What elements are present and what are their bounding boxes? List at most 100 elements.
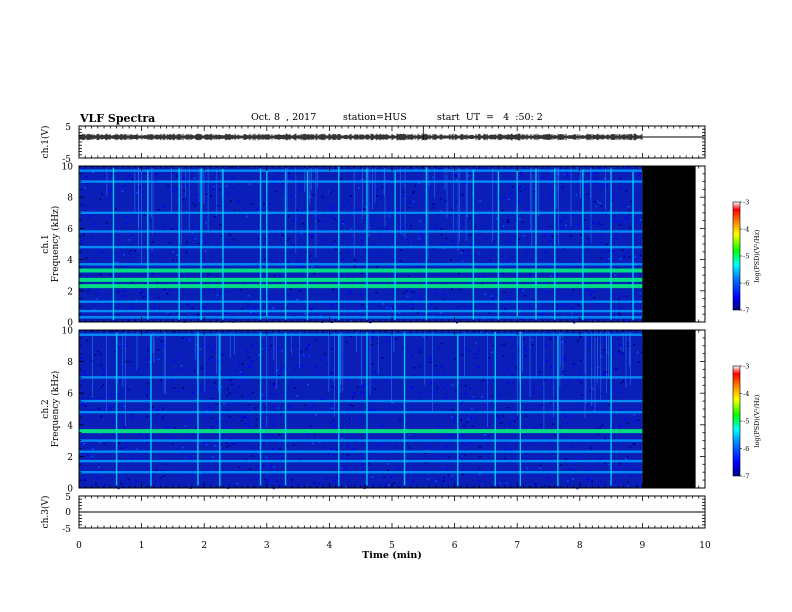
spectro-noise bbox=[126, 319, 129, 322]
spectro-noise bbox=[564, 171, 567, 174]
spectro-noise bbox=[86, 339, 89, 342]
spectro-noise bbox=[470, 441, 473, 444]
spectro-noise bbox=[424, 309, 427, 311]
spectro-noise bbox=[591, 406, 594, 409]
spectro-noise bbox=[453, 299, 456, 302]
spectro-noise bbox=[563, 370, 566, 373]
spectro-noise bbox=[249, 311, 252, 314]
spectro-noise bbox=[638, 174, 641, 177]
spectro-noise bbox=[589, 339, 592, 341]
spectro-noise bbox=[549, 195, 552, 197]
spectro-noise bbox=[503, 291, 506, 294]
spectro-noise bbox=[230, 166, 233, 169]
spectro-noise bbox=[481, 282, 484, 285]
spectro-noise bbox=[412, 191, 415, 193]
spectro-noise bbox=[466, 444, 469, 446]
spectro-noise bbox=[559, 228, 562, 230]
spectro-noise bbox=[532, 474, 535, 477]
spectro-noise bbox=[378, 383, 381, 385]
colorbar-tick-label: -3 bbox=[743, 363, 749, 371]
spectro-noise bbox=[117, 291, 120, 293]
spectro-noise bbox=[219, 188, 222, 191]
spectro-noise bbox=[99, 432, 102, 434]
spectro-noise bbox=[390, 179, 393, 181]
spectro-noise bbox=[468, 350, 471, 353]
spectro-noise bbox=[211, 456, 214, 458]
spectro-noise bbox=[385, 380, 388, 382]
spectro-noise bbox=[359, 272, 362, 274]
spectro-noise bbox=[628, 209, 631, 212]
start-time-label: start UT = 4 :50: 2 bbox=[437, 112, 543, 123]
spectro-noise bbox=[402, 191, 405, 193]
spectro-noise bbox=[438, 425, 441, 428]
spectro-noise bbox=[520, 318, 523, 321]
spectro-ytick-label: 6 bbox=[67, 390, 73, 400]
spectro-noise bbox=[129, 250, 132, 252]
spectro-noise bbox=[172, 190, 175, 192]
spectro-noise bbox=[215, 403, 218, 405]
spectro-noise bbox=[602, 374, 605, 376]
spectro-noise bbox=[622, 257, 625, 259]
spectro-noise bbox=[120, 482, 123, 485]
spectro-noise bbox=[574, 364, 577, 366]
spectro-noise bbox=[127, 478, 130, 481]
spectro-noise bbox=[408, 447, 411, 449]
spectro-noise bbox=[615, 220, 618, 223]
spectro-noise bbox=[266, 480, 269, 482]
spectro-noise bbox=[339, 419, 342, 422]
spectro-noise bbox=[279, 412, 282, 415]
spectro-noise bbox=[246, 349, 249, 351]
spectro-noise bbox=[177, 354, 180, 356]
spectro-noise bbox=[296, 209, 299, 211]
spectro-noise bbox=[333, 387, 336, 390]
spectro-band bbox=[79, 439, 643, 442]
spectro-noise bbox=[183, 176, 186, 179]
spectro-noise bbox=[548, 191, 551, 193]
spectro-noise bbox=[83, 479, 86, 482]
spectro-background bbox=[79, 166, 643, 322]
spectro-ytick-label: 0 bbox=[67, 485, 73, 495]
spectro-noise bbox=[612, 388, 615, 391]
spectro-noise bbox=[444, 200, 447, 202]
spectro-noise bbox=[111, 420, 114, 423]
spectro-noise bbox=[281, 350, 284, 352]
spectro-noise bbox=[543, 177, 546, 179]
spectro-noise bbox=[191, 202, 194, 205]
spectro-noise bbox=[184, 177, 187, 179]
spectro-noise bbox=[603, 349, 606, 351]
spectro-noise bbox=[622, 380, 625, 382]
spectro-noise bbox=[238, 466, 241, 468]
spectro-noise bbox=[460, 252, 463, 254]
spectro-noise bbox=[301, 210, 304, 212]
spectro-noise bbox=[455, 435, 458, 437]
spectro-noise bbox=[142, 290, 145, 292]
spectro-noise bbox=[467, 418, 470, 420]
spectro-noise bbox=[387, 208, 390, 211]
spectro-noise bbox=[424, 462, 427, 465]
spectro-noise bbox=[362, 208, 365, 211]
spectro-noise bbox=[174, 368, 177, 371]
spectro-noise bbox=[410, 386, 413, 389]
spectro-noise bbox=[448, 456, 451, 458]
spectro-noise bbox=[293, 387, 296, 389]
spectro-noise bbox=[551, 235, 554, 237]
spectro-noise bbox=[301, 354, 304, 356]
spectro-noise bbox=[615, 468, 618, 470]
spectro-noise bbox=[360, 391, 363, 393]
spectro-noise bbox=[101, 251, 104, 253]
spectro-noise bbox=[339, 252, 342, 255]
spectro-noise bbox=[626, 262, 629, 264]
spectro-noise bbox=[98, 441, 101, 444]
spectro-noise bbox=[572, 362, 575, 365]
spectro-noise bbox=[313, 273, 316, 275]
spectro-noise bbox=[121, 447, 124, 450]
spectro-noise bbox=[286, 294, 289, 297]
spectro-noise bbox=[111, 313, 114, 315]
spectro-noise bbox=[632, 443, 635, 446]
spectro-noise bbox=[163, 288, 166, 291]
spectro-noise bbox=[221, 354, 224, 356]
spectro-noise bbox=[486, 303, 489, 305]
spectro-noise bbox=[118, 442, 121, 445]
spectro-noise bbox=[329, 421, 332, 424]
spectro-noise bbox=[370, 401, 373, 404]
